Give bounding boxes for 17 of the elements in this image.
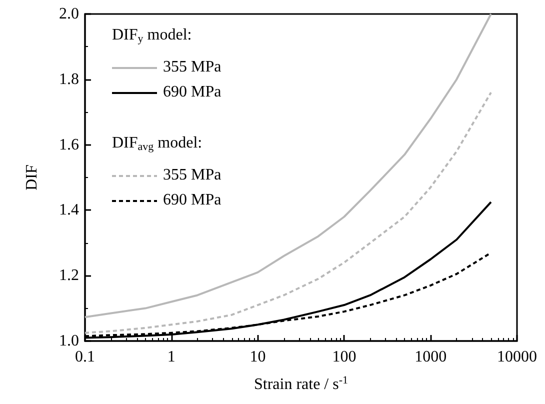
- legend-label: 355 MPa: [163, 166, 222, 184]
- y-axis-title: DIF: [24, 164, 40, 190]
- y-tick-label: 1.2: [59, 267, 79, 284]
- y-tick-label: 1.4: [59, 202, 79, 219]
- x-tick-label: 10000: [497, 348, 537, 366]
- y-tick-label: 1.8: [59, 70, 79, 88]
- x-tick-label: 1: [167, 348, 176, 366]
- legend-label: 690 MPa: [163, 84, 222, 100]
- y-tick-label: 1.0: [59, 332, 79, 350]
- x-tick-label: 0.1: [75, 348, 95, 366]
- x-tick-label: 1000: [414, 348, 447, 366]
- y-tick-label: 2.0: [59, 6, 79, 22]
- x-tick-label: 100: [332, 348, 356, 366]
- y-tick-label: 1.6: [59, 136, 79, 154]
- x-tick-label: 10: [250, 348, 266, 366]
- legend-label: 690 MPa: [163, 192, 222, 208]
- legend-label: 355 MPa: [163, 58, 222, 76]
